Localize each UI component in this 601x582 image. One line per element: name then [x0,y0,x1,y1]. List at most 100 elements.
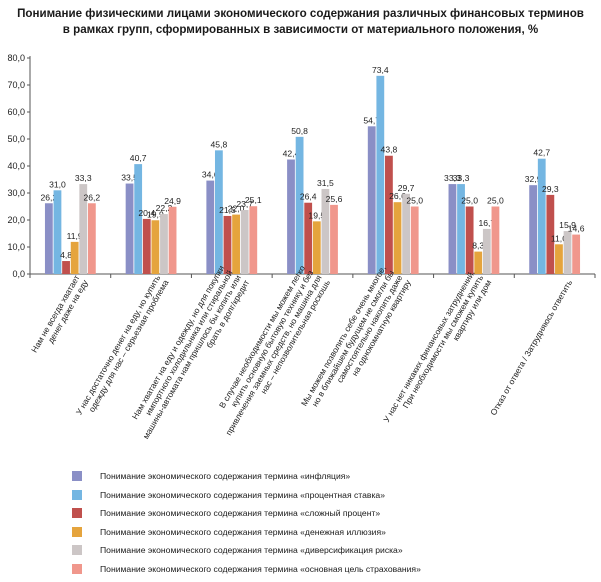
bar [142,218,151,274]
y-tick-label: 50,0 [7,134,25,144]
bar [529,185,538,274]
data-label: 14,6 [568,224,585,234]
data-label: 26,2 [40,192,57,202]
bar [330,204,338,274]
data-label: 22,2 [156,203,173,213]
data-label: 42,4 [283,149,300,159]
legend-swatch [72,564,82,574]
bar [474,251,483,274]
data-label: 34,6 [202,170,219,180]
bar [304,202,313,274]
bar [465,206,474,274]
legend-label: Понимание экономического содержания терм… [100,508,381,519]
data-label: 31,5 [317,178,334,188]
bar [287,159,295,274]
data-label: 54,7 [363,115,380,125]
legend-label: Понимание экономического содержания терм… [100,526,386,537]
data-label: 33,3 [453,173,470,183]
bar [402,193,411,274]
y-tick-label: 10,0 [7,242,25,252]
x-category-label-line: Отказ от ответа / Затрудняюсь ответить [488,277,574,417]
data-label: 24,9 [164,196,181,206]
data-label: 33,5 [121,173,138,183]
data-label: 45,8 [211,139,228,149]
data-label: 32,9 [525,174,542,184]
legend-label: Понимание экономического содержания терм… [100,564,421,574]
bar [393,202,402,274]
bar [87,203,96,274]
legend-swatch [72,526,82,537]
bar [223,215,232,274]
data-label: 25,6 [326,194,343,204]
bar [206,180,215,274]
bar [457,184,465,274]
bar [44,203,53,274]
legend-swatch [72,471,82,481]
data-label: 23,7 [236,199,253,209]
data-label: 26,4 [300,192,317,202]
bar [62,261,70,274]
legend-label: Понимание экономического содержания терм… [100,471,351,481]
y-tick-label: 0,0 [12,269,25,279]
data-label: 25,0 [461,196,478,206]
data-label: 73,4 [372,65,389,75]
bar [53,190,62,274]
data-label: 25,0 [406,196,423,206]
bar [160,214,168,274]
bar [232,214,240,274]
data-label: 22,0 [228,204,245,214]
y-tick-label: 70,0 [7,80,25,90]
data-label: 8,3 [472,241,484,251]
y-tick-label: 20,0 [7,215,25,225]
y-tick-label: 60,0 [7,107,25,117]
data-label: 29,3 [542,184,559,194]
bar [563,231,572,274]
bar [312,221,321,274]
data-label: 20,4 [138,208,155,218]
legend-swatch [72,489,82,500]
bar [249,206,258,274]
bar [376,75,385,274]
data-label: 26,6 [389,191,406,201]
data-label: 25,1 [245,195,262,205]
bar [555,244,563,274]
data-label: 43,8 [381,145,398,155]
data-label: 21,5 [219,205,236,215]
data-label: 29,7 [398,183,415,193]
data-label: 19,5 [308,210,325,220]
data-label: 50,8 [291,126,308,136]
data-label: 4,8 [60,250,72,260]
data-label: 33,3 [444,173,461,183]
legend-swatch [72,508,82,519]
bar [79,184,88,274]
bar [410,206,419,274]
bar [125,183,134,274]
bar [367,126,376,274]
data-label: 15,9 [559,220,576,230]
data-label: 26,2 [83,192,100,202]
legend-swatch [72,545,82,556]
x-category-label: Отказ от ответа / Затрудняюсь ответить [488,277,574,417]
bar [448,184,457,274]
chart-title-line-1: Понимание физическими лицами экономическ… [17,7,584,20]
data-label: 11,9 [67,231,83,241]
bar [572,234,581,274]
x-category-label-line: При необходимости мы сможем купить [400,273,485,410]
chart-title-line-2: в рамках групп, сформированных в зависим… [62,23,539,36]
data-label: 40,7 [130,153,147,163]
data-label: 19,9 [147,209,164,219]
bar [168,206,177,274]
bar [134,164,143,274]
y-tick-label: 30,0 [7,188,25,198]
bar [482,228,491,274]
chart-title: Понимание физическими лицами экономическ… [0,6,601,38]
bar [385,155,393,274]
y-tick-label: 40,0 [7,161,25,171]
bar [214,150,223,274]
bar [295,136,304,274]
data-label: 16,7 [478,218,495,228]
data-label: 33,3 [75,173,92,183]
bar [321,188,330,274]
